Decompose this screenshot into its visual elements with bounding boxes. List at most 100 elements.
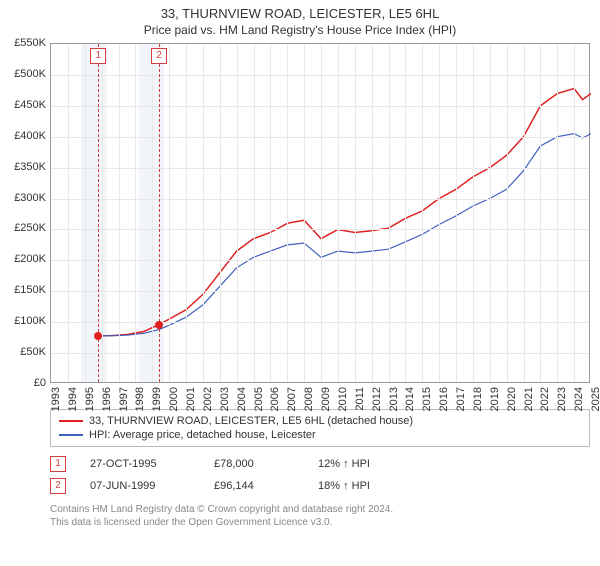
legend: 33, THURNVIEW ROAD, LEICESTER, LE5 6HL (…: [50, 409, 590, 447]
x-tick-label: 2024: [573, 387, 585, 411]
gridline-v: [254, 44, 255, 382]
series-line: [98, 89, 591, 336]
footer-line1: Contains HM Land Registry data © Crown c…: [50, 503, 590, 516]
x-tick-label: 2021: [523, 387, 535, 411]
x-tick-label: 2011: [354, 387, 366, 411]
gridline-v: [220, 44, 221, 382]
transaction-price: £78,000: [214, 458, 294, 470]
y-tick-label: £50K: [20, 346, 46, 358]
x-tick-label: 2001: [185, 387, 197, 411]
price-marker: [155, 321, 163, 329]
x-tick-label: 1998: [134, 387, 146, 411]
gridline-v: [422, 44, 423, 382]
transaction-index-box: 1: [50, 456, 66, 472]
gridline-v: [473, 44, 474, 382]
transaction-date: 27-OCT-1995: [90, 458, 190, 470]
event-dash-line: [159, 44, 160, 382]
gridline-v: [304, 44, 305, 382]
gridline-v: [321, 44, 322, 382]
transaction-row: 1 27-OCT-1995 £78,000 12% ↑ HPI: [50, 453, 590, 475]
chart-area: 12 £0£50K£100K£150K£200K£250K£300K£350K£…: [50, 43, 590, 403]
gridline-v: [287, 44, 288, 382]
gridline-v: [439, 44, 440, 382]
gridline-v: [557, 44, 558, 382]
x-tick-label: 2020: [506, 387, 518, 411]
series-line: [98, 134, 591, 336]
y-tick-label: £350K: [14, 161, 46, 173]
gridline-h: [51, 291, 589, 292]
gridline-h: [51, 353, 589, 354]
gridline-v: [186, 44, 187, 382]
legend-swatch: [59, 420, 83, 422]
gridline-v: [169, 44, 170, 382]
gridline-v: [405, 44, 406, 382]
transaction-index-box: 2: [50, 478, 66, 494]
gridline-v: [68, 44, 69, 382]
gridline-v: [270, 44, 271, 382]
legend-item: 33, THURNVIEW ROAD, LEICESTER, LE5 6HL (…: [59, 414, 581, 428]
y-tick-label: £300K: [14, 192, 46, 204]
transaction-date: 07-JUN-1999: [90, 480, 190, 492]
gridline-v: [338, 44, 339, 382]
x-tick-label: 1995: [84, 387, 96, 411]
legend-label: HPI: Average price, detached house, Leic…: [89, 429, 316, 441]
x-tick-label: 2013: [388, 387, 400, 411]
x-tick-label: 2016: [438, 387, 450, 411]
gridline-v: [540, 44, 541, 382]
x-tick-label: 1997: [118, 387, 130, 411]
gridline-v: [119, 44, 120, 382]
x-tick-label: 2009: [320, 387, 332, 411]
gridline-v: [574, 44, 575, 382]
x-tick-label: 2004: [236, 387, 248, 411]
gridline-h: [51, 199, 589, 200]
gridline-v: [456, 44, 457, 382]
x-tick-label: 1993: [50, 387, 62, 411]
y-tick-label: £500K: [14, 68, 46, 80]
gridline-v: [135, 44, 136, 382]
x-tick-label: 2006: [269, 387, 281, 411]
y-tick-label: £200K: [14, 253, 46, 265]
legend-swatch: [59, 434, 83, 436]
legend-item: HPI: Average price, detached house, Leic…: [59, 428, 581, 442]
x-tick-label: 2005: [253, 387, 265, 411]
footer-note: Contains HM Land Registry data © Crown c…: [50, 503, 590, 529]
footer-line2: This data is licensed under the Open Gov…: [50, 516, 590, 529]
x-tick-label: 1994: [67, 387, 79, 411]
chart-subtitle: Price paid vs. HM Land Registry's House …: [0, 23, 600, 37]
gridline-v: [85, 44, 86, 382]
x-tick-label: 2008: [303, 387, 315, 411]
y-tick-label: £400K: [14, 130, 46, 142]
transaction-table: 1 27-OCT-1995 £78,000 12% ↑ HPI 2 07-JUN-1999…: [50, 453, 590, 497]
gridline-v: [102, 44, 103, 382]
gridline-h: [51, 168, 589, 169]
y-tick-label: £550K: [14, 37, 46, 49]
y-tick-label: £100K: [14, 315, 46, 327]
gridline-h: [51, 229, 589, 230]
x-tick-label: 2007: [286, 387, 298, 411]
x-tick-label: 1996: [101, 387, 113, 411]
gridline-v: [524, 44, 525, 382]
y-tick-label: £450K: [14, 99, 46, 111]
x-tick-label: 2018: [472, 387, 484, 411]
transaction-hpi: 18% ↑ HPI: [318, 480, 398, 492]
y-tick-label: £0: [34, 377, 46, 389]
transaction-row: 2 07-JUN-1999 £96,144 18% ↑ HPI: [50, 475, 590, 497]
gridline-v: [490, 44, 491, 382]
x-tick-label: 2014: [404, 387, 416, 411]
gridline-h: [51, 75, 589, 76]
x-tick-label: 2002: [202, 387, 214, 411]
gridline-v: [389, 44, 390, 382]
chart-title: 33, THURNVIEW ROAD, LEICESTER, LE5 6HL: [0, 6, 600, 21]
transaction-hpi: 12% ↑ HPI: [318, 458, 398, 470]
x-tick-label: 1999: [151, 387, 163, 411]
x-tick-label: 2000: [168, 387, 180, 411]
y-tick-label: £150K: [14, 284, 46, 296]
marker-label-box: 1: [90, 48, 106, 64]
gridline-h: [51, 260, 589, 261]
transaction-price: £96,144: [214, 480, 294, 492]
legend-label: 33, THURNVIEW ROAD, LEICESTER, LE5 6HL (…: [89, 415, 413, 427]
x-tick-label: 2023: [556, 387, 568, 411]
gridline-h: [51, 137, 589, 138]
x-tick-label: 2019: [489, 387, 501, 411]
x-tick-label: 2010: [337, 387, 349, 411]
